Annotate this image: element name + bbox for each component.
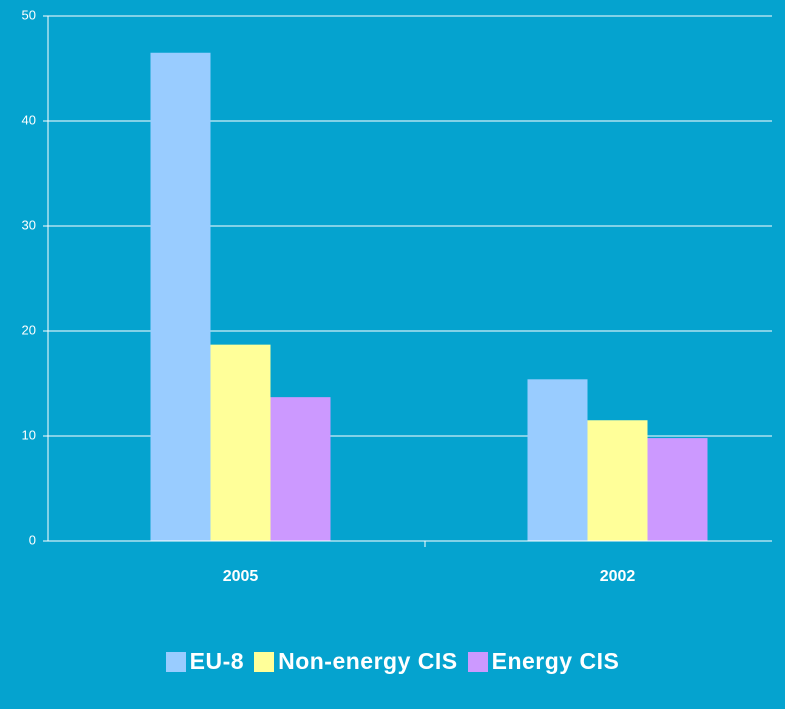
bar <box>270 397 331 541</box>
y-tick-label: 50 <box>22 7 36 22</box>
legend-item: Non-energy CIS <box>254 648 458 675</box>
bar <box>587 420 648 541</box>
y-tick-label: 10 <box>22 427 36 442</box>
legend-item: Energy CIS <box>467 648 620 675</box>
legend-label: EU-8 <box>189 648 245 674</box>
bar <box>210 344 271 541</box>
bar <box>527 379 588 541</box>
bar <box>647 438 708 541</box>
legend-swatch <box>467 651 488 672</box>
legend-label: Energy CIS <box>491 648 620 674</box>
y-tick-label: 40 <box>22 112 36 127</box>
bar <box>150 52 211 541</box>
legend-item: EU-8 <box>165 648 245 675</box>
legend-label: Non-energy CIS <box>278 648 458 674</box>
y-tick-label: 30 <box>22 217 36 232</box>
y-tick-label: 20 <box>22 322 36 337</box>
y-tick-label: 0 <box>29 532 36 547</box>
x-tick-label: 2002 <box>600 568 636 585</box>
chart: 0 10 20 30 40 50 2005 2002 <box>22 7 772 585</box>
legend: EU-8 Non-energy CIS Energy CIS <box>0 648 785 675</box>
legend-swatch <box>165 651 186 672</box>
legend-swatch <box>254 651 275 672</box>
x-tick-label: 2005 <box>223 568 259 585</box>
